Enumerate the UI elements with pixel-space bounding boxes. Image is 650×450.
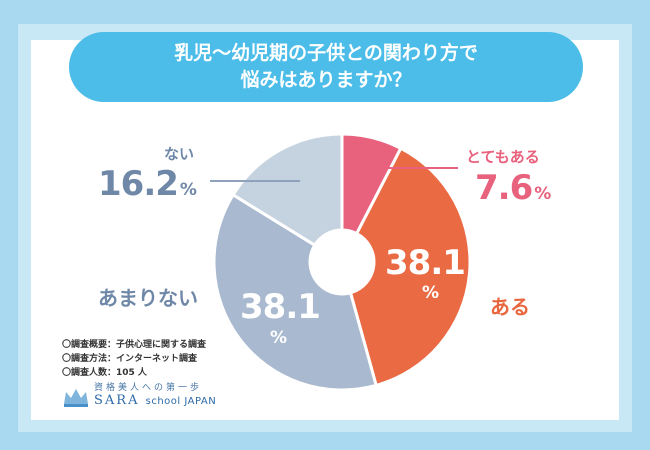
label-nai-pct: % [179, 180, 197, 200]
donut-slice-2 [212, 192, 379, 392]
logo-brand: SARA school JAPAN [94, 393, 216, 408]
label-nai-number: 16.2 [98, 164, 179, 204]
survey-info: 〇調査概要：子供心理に関する調査 〇調査方法：インターネット調査 〇調査人数：1… [62, 338, 206, 380]
label-amari-nai-number: 38.1 [240, 287, 321, 327]
logo-tagline: 資格美人への第一歩 [94, 383, 203, 393]
label-aru-name: ある [490, 295, 530, 319]
survey-line-3: 〇調査人数：105 人 [62, 368, 147, 378]
survey-line-2: 〇調査方法：インターネット調査 [62, 354, 198, 364]
logo-brand-name: SARA [94, 393, 140, 408]
logo-brand-suffix: school JAPAN [145, 396, 217, 407]
label-totemo-aru-name: とてもある [466, 148, 540, 166]
crown-icon [64, 389, 88, 407]
label-totemo-aru-pct: % [534, 184, 552, 204]
label-aru-number: 38.1 [385, 243, 466, 283]
label-aru-pct: % [422, 283, 440, 303]
label-totemo-aru-value: 7.6% [475, 168, 551, 208]
label-aru-value: 38.1 [385, 243, 466, 283]
donut-slice-3 [231, 132, 344, 248]
label-nai-name: ない [164, 145, 195, 163]
label-totemo-aru-number: 7.6 [475, 168, 533, 208]
sara-logo: 資格美人への第一歩 SARA school JAPAN [62, 380, 232, 420]
label-amari-nai-value: 38.1 [240, 287, 321, 327]
title-line-1: 乳児〜幼児期の子供との関わり方で [174, 42, 478, 64]
survey-line-1: 〇調査概要：子供心理に関する調査 [62, 340, 207, 350]
label-amari-nai-name: あまりない [98, 286, 198, 310]
label-amari-nai-pct: % [270, 328, 288, 348]
donut-slice-1 [348, 146, 472, 388]
chart-title: 乳児〜幼児期の子供との関わり方で 悩みはありますか？ [69, 32, 583, 102]
title-line-2: 悩みはありますか？ [240, 69, 412, 91]
label-nai-value: 16.2% [98, 164, 197, 204]
